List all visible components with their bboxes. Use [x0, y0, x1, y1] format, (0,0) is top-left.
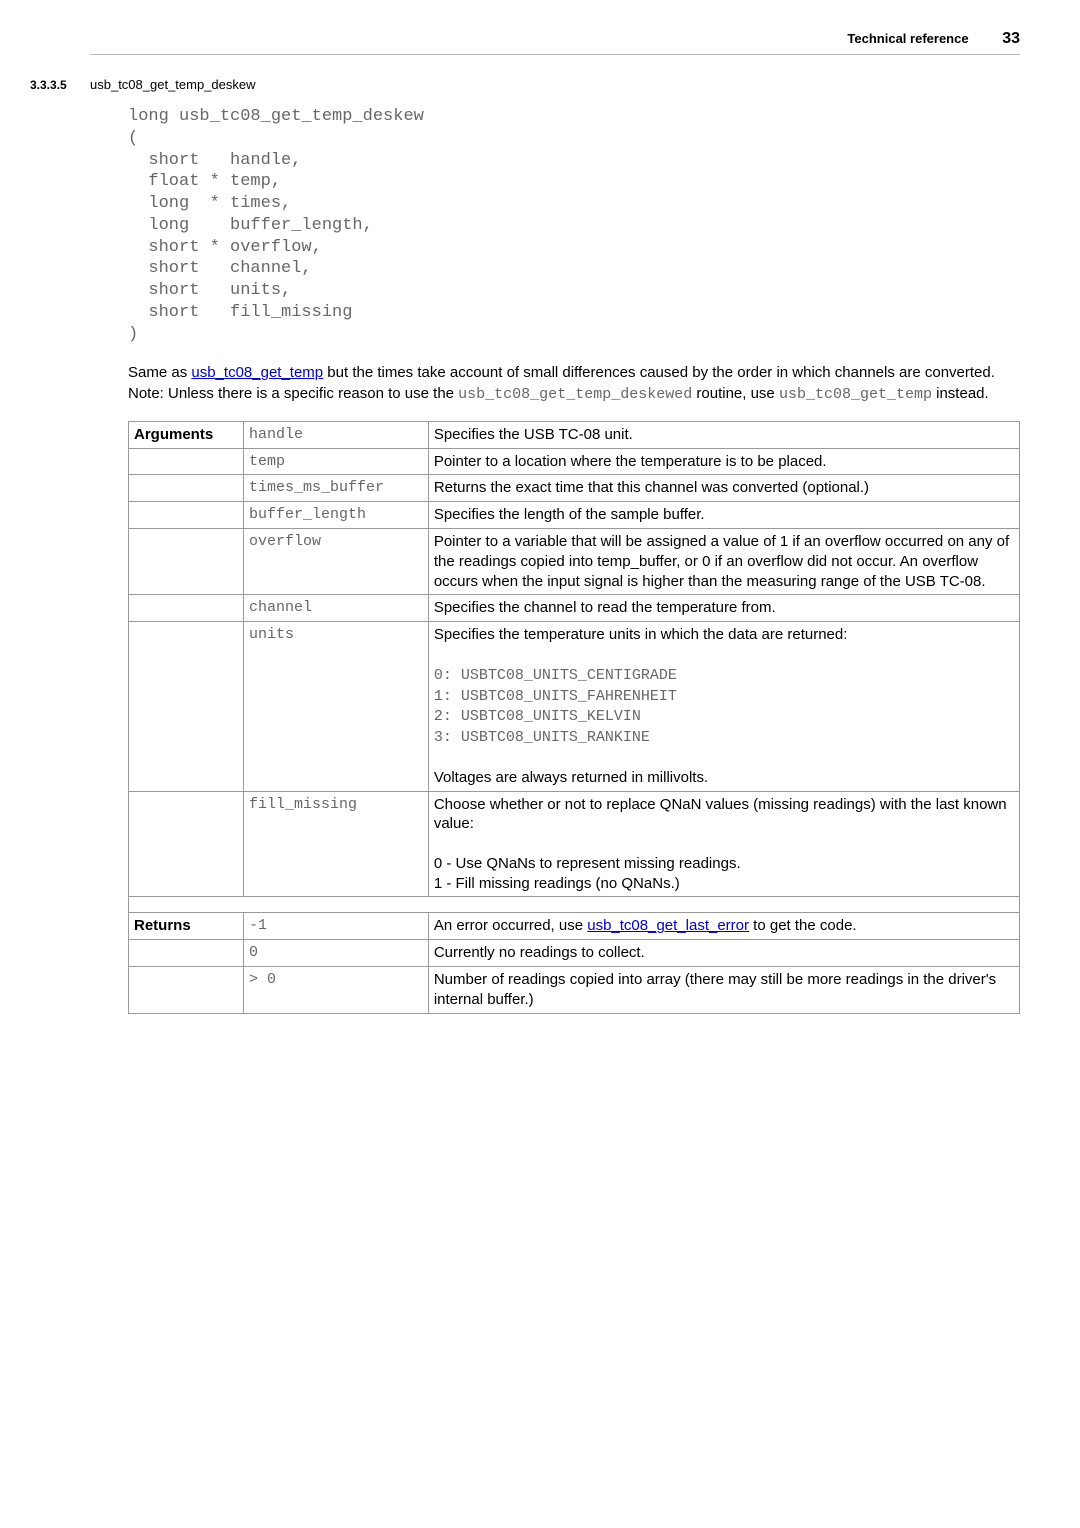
arg-name: times_ms_buffer [243, 475, 428, 502]
table-row: fill_missing Choose whether or not to re… [129, 791, 1020, 897]
return-text: to get the code. [749, 917, 857, 934]
intro-paragraph: Same as usb_tc08_get_temp but the times … [128, 363, 1020, 405]
header-page-number: 33 [1002, 30, 1020, 48]
table-row: buffer_length Specifies the length of th… [129, 502, 1020, 529]
page-header: Technical reference 33 [90, 30, 1020, 55]
return-val: -1 [243, 913, 428, 940]
section-heading: 3.3.3.5 usb_tc08_get_temp_deskew [90, 77, 1020, 92]
fill-missing-text: 1 - Fill missing readings (no QNaNs.) [434, 875, 680, 892]
units-desc-text: Voltages are always returned in millivol… [434, 769, 708, 786]
return-val: > 0 [243, 967, 428, 1014]
arg-desc: Pointer to a location where the temperat… [428, 448, 1019, 475]
arg-name: handle [243, 421, 428, 448]
table-row: temp Pointer to a location where the tem… [129, 448, 1020, 475]
arg-desc: Specifies the temperature units in which… [428, 622, 1019, 791]
inline-code: usb_tc08_get_temp_deskewed [458, 386, 692, 403]
arg-name: temp [243, 448, 428, 475]
units-codes: 0: USBTC08_UNITS_CENTIGRADE 1: USBTC08_U… [434, 667, 677, 746]
intro-text: routine, use [692, 385, 779, 402]
arg-desc: Specifies the channel to read the temper… [428, 595, 1019, 622]
table-row: > 0 Number of readings copied into array… [129, 967, 1020, 1014]
inline-code: usb_tc08_get_temp [779, 386, 932, 403]
arg-desc: Returns the exact time that this channel… [428, 475, 1019, 502]
return-text: An error occurred, use [434, 917, 587, 934]
arg-desc: Specifies the length of the sample buffe… [428, 502, 1019, 529]
link-usb-tc08-get-last-error[interactable]: usb_tc08_get_last_error [587, 917, 749, 934]
return-desc: Currently no readings to collect. [428, 940, 1019, 967]
arg-name: buffer_length [243, 502, 428, 529]
section-number: 3.3.3.5 [30, 78, 90, 92]
arg-desc: Choose whether or not to replace QNaN va… [428, 791, 1019, 897]
intro-text: Same as [128, 364, 191, 381]
fill-missing-text: 0 - Use QNaNs to represent missing readi… [434, 855, 741, 872]
table-row: channel Specifies the channel to read th… [129, 595, 1020, 622]
returns-label: Returns [129, 913, 244, 940]
section-title: usb_tc08_get_temp_deskew [90, 77, 256, 92]
arg-name: units [243, 622, 428, 791]
table-row: 0 Currently no readings to collect. [129, 940, 1020, 967]
table-row: overflow Pointer to a variable that will… [129, 528, 1020, 594]
function-signature: long usb_tc08_get_temp_deskew ( short ha… [128, 106, 1020, 345]
arg-name: channel [243, 595, 428, 622]
return-val: 0 [243, 940, 428, 967]
arguments-label: Arguments [129, 421, 244, 448]
intro-text: instead. [932, 385, 989, 402]
units-desc-text: Specifies the temperature units in which… [434, 626, 848, 643]
table-row: units Specifies the temperature units in… [129, 622, 1020, 791]
arguments-returns-table: Arguments handle Specifies the USB TC-08… [128, 421, 1020, 1014]
return-desc: Number of readings copied into array (th… [428, 967, 1019, 1014]
arg-name: fill_missing [243, 791, 428, 897]
return-desc: An error occurred, use usb_tc08_get_last… [428, 913, 1019, 940]
arg-name: overflow [243, 528, 428, 594]
table-row: Returns -1 An error occurred, use usb_tc… [129, 913, 1020, 940]
arg-desc: Pointer to a variable that will be assig… [428, 528, 1019, 594]
table-row: Arguments handle Specifies the USB TC-08… [129, 421, 1020, 448]
table-row: times_ms_buffer Returns the exact time t… [129, 475, 1020, 502]
arg-desc: Specifies the USB TC-08 unit. [428, 421, 1019, 448]
table-spacer-row [129, 897, 1020, 913]
header-title: Technical reference [847, 31, 968, 46]
link-usb-tc08-get-temp[interactable]: usb_tc08_get_temp [191, 364, 323, 381]
fill-missing-text: Choose whether or not to replace QNaN va… [434, 796, 1007, 833]
